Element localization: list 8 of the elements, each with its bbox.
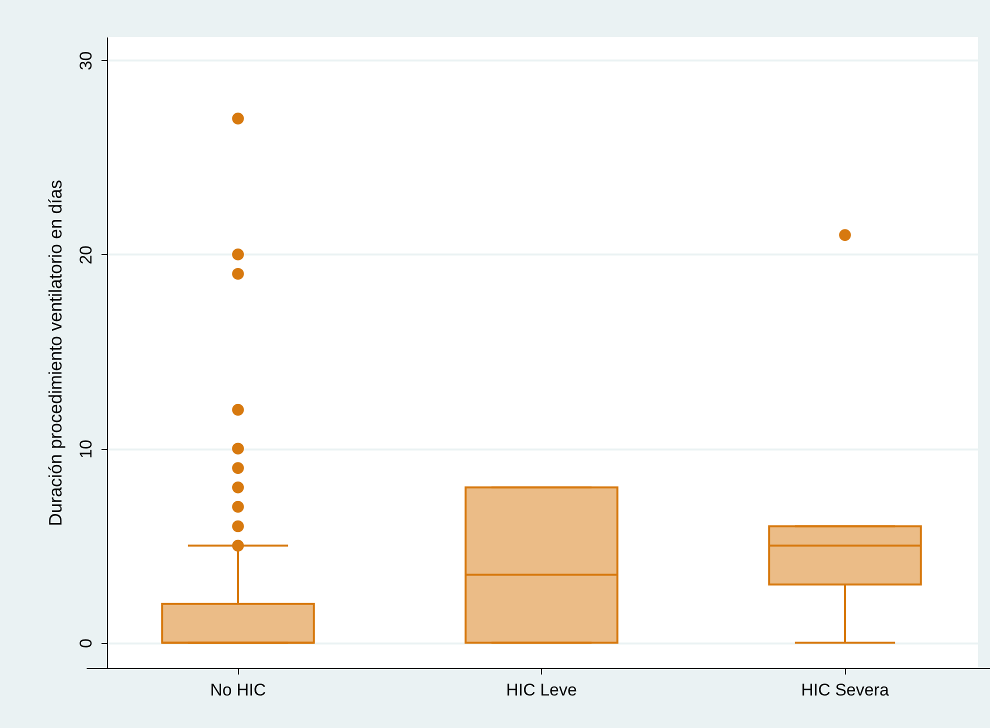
y-tick-label: 20 <box>76 245 96 264</box>
x-tick-label: No HIC <box>210 680 266 700</box>
x-tick-label: HIC Leve <box>506 680 577 700</box>
x-tick-label: HIC Severa <box>801 680 890 700</box>
y-axis-title: Duración procedimiento ventilatorio en días <box>46 180 66 526</box>
y-tick-label: 10 <box>76 440 96 459</box>
y-tick-label: 0 <box>76 638 96 648</box>
y-tick-label: 30 <box>76 51 96 70</box>
